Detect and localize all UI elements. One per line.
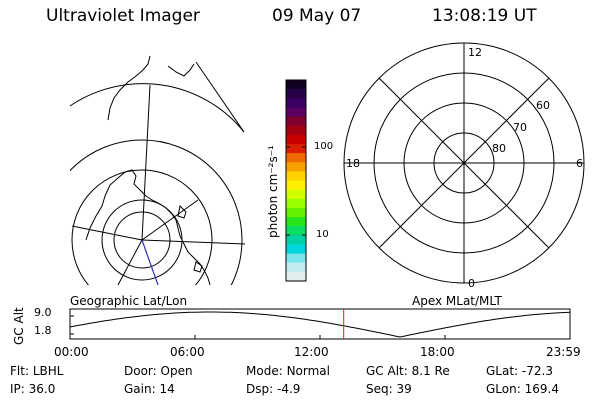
colorbar-cell — [286, 134, 306, 145]
colorbar-cell — [286, 271, 306, 282]
colorbar-cell — [286, 125, 306, 136]
time-tick-0000: 00:00 — [54, 345, 89, 359]
mlat-label-70: 70 — [513, 121, 527, 134]
colorbar-cell — [286, 198, 306, 209]
status-door: Door: Open — [124, 364, 193, 378]
colorbar-tick-10: 10 — [316, 229, 329, 240]
mlt-label-12: 12 — [468, 46, 482, 59]
colorbar-cell — [286, 226, 306, 236]
status-glon-value: 169.4 — [524, 382, 559, 396]
colorbar-cell — [286, 98, 306, 109]
status-door-value: Open — [160, 364, 193, 378]
meridian-line — [141, 239, 246, 245]
mlat-label-60: 60 — [536, 99, 550, 112]
map-edge-line — [195, 61, 245, 133]
status-mode: Mode: Normal — [246, 364, 330, 378]
colorbar-cell — [286, 244, 306, 255]
colorbar-cell — [286, 189, 306, 200]
instrument-title: Ultraviolet Imager — [46, 6, 200, 26]
time-label: 13:08:19 UT — [432, 6, 537, 26]
lat-circle-3 — [70, 139, 243, 285]
time-tick-2359: 23:59 — [546, 345, 581, 359]
polar-diagonal — [378, 77, 550, 249]
status-glat: GLat: -72.3 — [486, 364, 553, 378]
mlt-label-0: 0 — [468, 277, 475, 290]
colorbar-cell — [286, 162, 306, 172]
altitude-strip-frame — [69, 308, 571, 340]
status-glon: GLon: 169.4 — [486, 382, 559, 396]
island-path — [167, 63, 195, 77]
coastline-path — [85, 195, 106, 241]
meridian-line — [71, 225, 143, 241]
colorbar-cell — [286, 143, 306, 154]
mlt-label-6: 6 — [576, 157, 583, 170]
status-seq: Seq: 39 — [366, 382, 412, 396]
status-seq-value: 39 — [396, 382, 412, 396]
colorbar-cell — [286, 235, 306, 246]
status-mode-value: Normal — [286, 364, 330, 378]
status-dsp-value: -4.9 — [276, 382, 301, 396]
colorbar-cell — [286, 217, 306, 227]
apex-caption: Apex MLat/MLT — [412, 294, 502, 308]
geographic-caption: Geographic Lat/Lon — [70, 294, 188, 308]
coastline-path — [104, 169, 211, 285]
colorbar-cell — [286, 180, 306, 191]
status-dsp: Dsp: -4.9 — [246, 382, 301, 396]
meridian-line — [141, 199, 199, 241]
colorbar-cell — [286, 153, 306, 163]
island-path — [193, 261, 203, 273]
status-flt: Flt: LBHL — [10, 364, 64, 378]
lat-circle-2 — [71, 169, 213, 285]
colorbar-cell — [286, 253, 306, 264]
colorbar-cell — [286, 107, 306, 118]
lat-circle-inner — [113, 211, 171, 269]
colorbar-cell — [286, 116, 306, 127]
status-ip-value: 36.0 — [28, 382, 56, 396]
lat-circle-outer — [70, 83, 245, 133]
colorbar-cell — [286, 80, 306, 90]
status-gain: Gain: 14 — [124, 382, 175, 396]
date-label: 09 May 07 — [272, 6, 362, 26]
satellite-track — [141, 239, 159, 285]
time-tick-1200: 12:00 — [294, 345, 329, 359]
altitude-y-min: 1.8 — [34, 324, 52, 337]
island-path — [177, 204, 187, 219]
status-flt-value: LBHL — [32, 364, 64, 378]
time-tick-1800: 18:00 — [420, 345, 455, 359]
meridian-line — [141, 84, 151, 241]
altitude-y-max: 9.0 — [34, 306, 52, 319]
colorbar-cell — [286, 171, 306, 182]
colorbar-frame — [285, 79, 307, 282]
colorbar-cell — [286, 89, 306, 99]
meridian-line — [117, 239, 143, 285]
status-gc-alt: GC Alt: 8.1 Re — [366, 364, 450, 378]
colorbar-cell — [286, 262, 306, 273]
mlat-label-80: 80 — [492, 142, 506, 155]
status-ip: IP: 36.0 — [10, 382, 56, 396]
colorbar-tick-100: 100 — [314, 141, 334, 152]
status-gc-alt-value: 8.1 Re — [411, 364, 450, 378]
status-gain-value: 14 — [159, 382, 175, 396]
coastline-path — [107, 55, 151, 121]
status-glat-value: -72.3 — [521, 364, 553, 378]
time-tick-0600: 06:00 — [170, 345, 205, 359]
colorbar-cell — [286, 207, 306, 218]
altitude-axis-label: GC Alt — [12, 307, 26, 345]
altitude-curve — [69, 311, 571, 338]
mlt-label-18: 18 — [346, 157, 360, 170]
